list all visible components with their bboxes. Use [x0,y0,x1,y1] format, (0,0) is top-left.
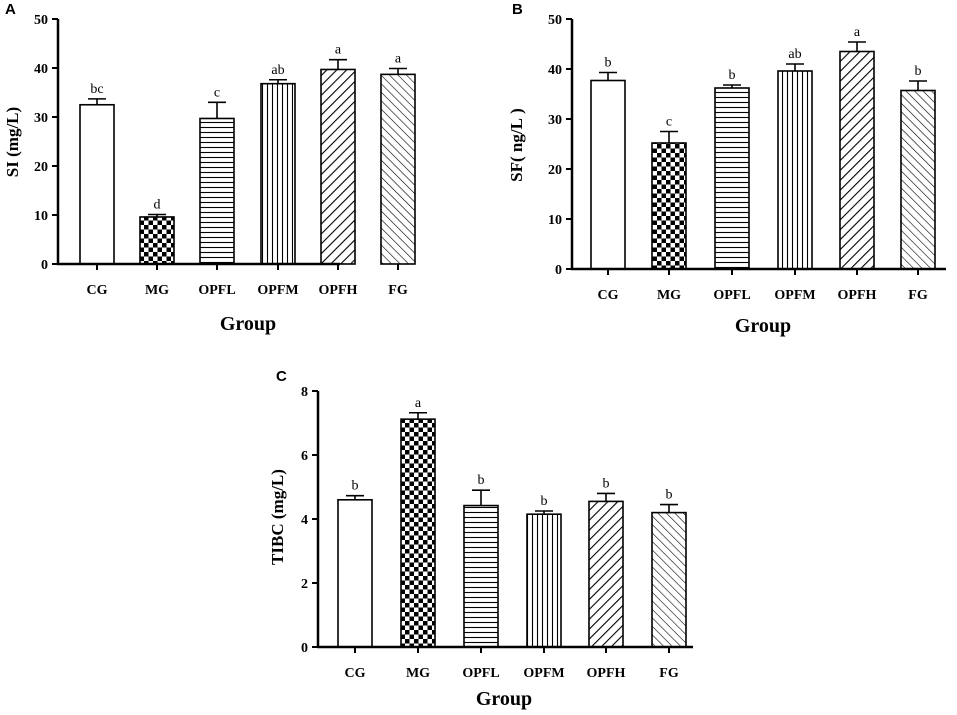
y-tick-label: 2 [301,577,308,592]
y-tick-label: 6 [301,449,308,464]
x-tick-label: OPFM [523,666,564,681]
x-tick-label: CG [87,283,108,298]
bar-opfl [199,117,235,265]
significance-letter: b [729,68,736,83]
y-tick-label: 8 [301,385,308,400]
x-axis-title: Group [735,315,791,337]
y-tick-label: 20 [34,160,48,175]
bar-cg [79,103,115,265]
x-tick-label: OPFH [587,666,626,681]
bar-fg [380,73,416,265]
y-tick-label: 50 [34,13,48,28]
significance-letter: a [854,25,861,40]
bar-opfl [714,87,750,270]
x-tick-label: OPFM [257,283,298,298]
panel-letter: B [512,1,523,18]
x-tick-label: FG [908,288,928,303]
significance-letter: b [605,56,612,71]
x-axis-title: Group [476,688,532,710]
y-axis-title: SF( ng/L ) [507,108,526,182]
x-tick-label: OPFH [319,283,358,298]
y-tick-label: 0 [301,641,308,656]
bar-opfh [588,500,624,648]
bar-mg [139,216,175,265]
x-tick-label: MG [657,288,681,303]
x-tick-label: MG [145,283,169,298]
significance-letter: b [541,494,548,509]
y-tick-label: 50 [548,13,562,28]
y-tick-label: 10 [548,213,562,228]
bar-opfl [463,504,499,648]
bar-fg [900,89,936,270]
significance-letter: a [395,51,402,66]
x-tick-label: FG [388,283,408,298]
bar-fg [651,511,687,648]
x-tick-label: OPFL [462,666,499,681]
bar-mg [651,142,687,270]
significance-letter: b [603,476,610,491]
significance-letter: a [415,396,422,411]
bar-cg [590,79,626,270]
panel-b: B 0 10 20 30 40 50 b CG c MG b OPFL ab OPFM a OPFH b FG Gro… [507,1,946,337]
x-tick-label: OPFH [838,288,877,303]
y-tick-label: 40 [34,62,48,77]
x-tick-label: OPFL [713,288,750,303]
x-tick-label: CG [598,288,619,303]
bar-opfh [320,68,356,265]
panel-a: A 0 10 20 30 40 50 bc CG d MG c OPFL ab OPFM a OPFH a FG Gr… [3,1,416,335]
x-tick-label: OPFM [774,288,815,303]
y-tick-label: 30 [548,113,562,128]
significance-letter: a [335,43,342,58]
x-tick-label: MG [406,666,430,681]
y-tick-label: 30 [34,111,48,126]
significance-letter: b [352,479,359,494]
bar-cg [337,498,373,648]
significance-letter: b [478,473,485,488]
panel-letter: A [5,1,16,18]
panel-c: C 0 2 4 6 8 b CG a MG b OPFL b OPFM b OPFH b FG Group TIBC … [268,368,693,710]
x-tick-label: CG [345,666,366,681]
y-tick-label: 10 [34,209,48,224]
x-tick-label: OPFL [198,283,235,298]
bar-opfm [777,70,813,270]
significance-letter: ab [271,63,284,78]
y-tick-label: 20 [548,163,562,178]
y-tick-label: 4 [301,513,308,528]
bar-opfh [839,50,875,270]
x-axis-title: Group [220,313,276,335]
significance-letter: b [666,488,673,503]
significance-letter: ab [788,47,801,62]
x-tick-label: FG [659,666,679,681]
bar-opfm [526,513,562,648]
bar-opfm [260,82,296,265]
y-tick-label: 40 [548,63,562,78]
y-tick-label: 0 [41,258,48,273]
panel-letter: C [276,368,287,385]
significance-letter: c [666,115,672,130]
y-axis-title: TIBC (mg/L) [268,469,287,565]
y-axis-title: SI (mg/L) [3,107,22,177]
significance-letter: d [154,198,161,213]
y-tick-label: 0 [555,263,562,278]
significance-letter: b [915,64,922,79]
significance-letter: c [214,85,220,100]
significance-letter: bc [90,82,103,97]
bar-mg [400,418,436,648]
